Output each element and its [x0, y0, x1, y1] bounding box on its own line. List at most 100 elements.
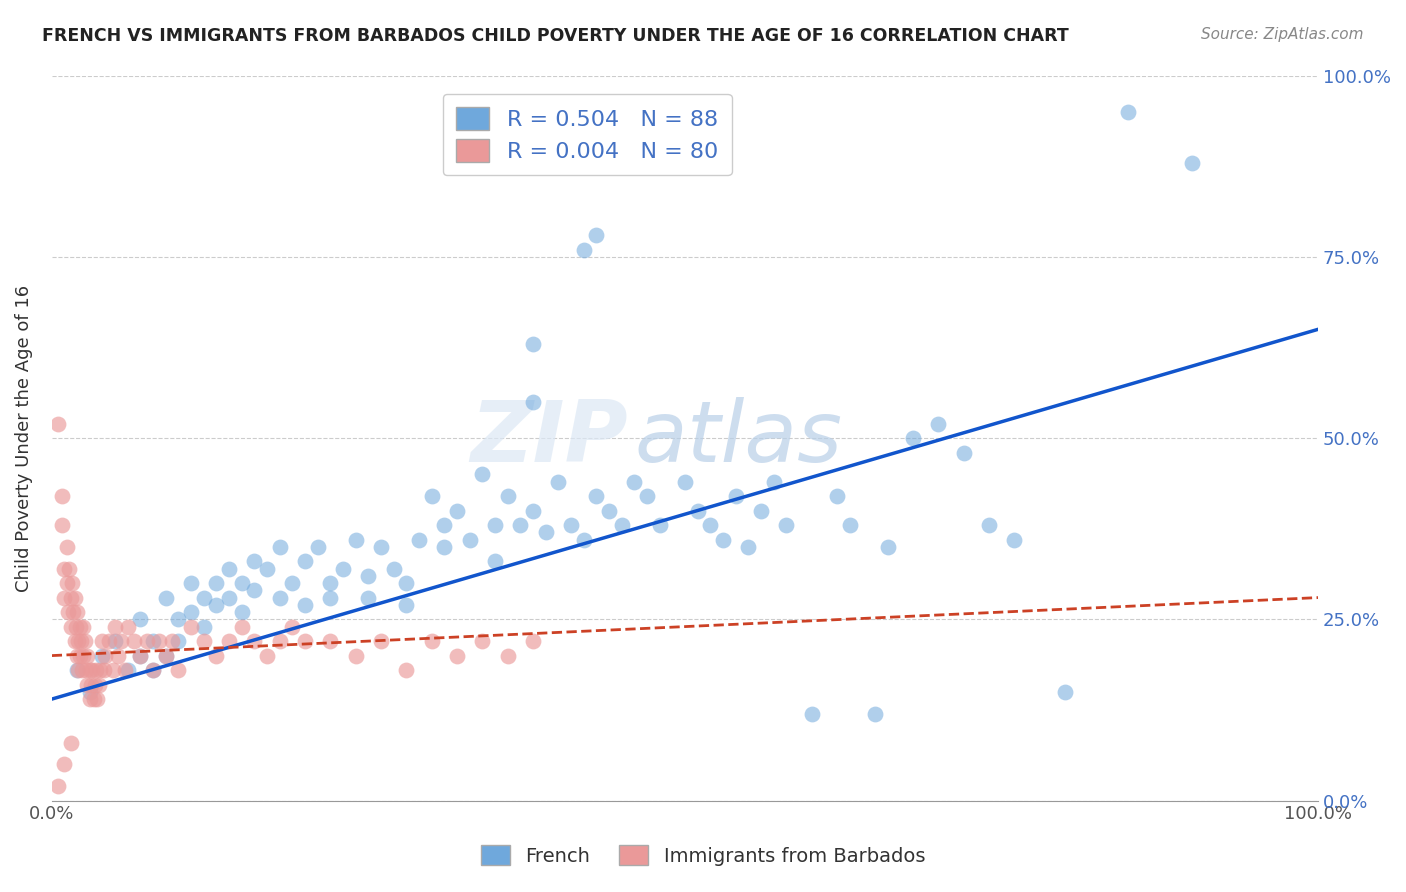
Point: [420, 634, 443, 648]
Point: [63, 591, 86, 605]
Point: [522, 503, 544, 517]
Point: [129, 648, 152, 663]
Point: [72, 648, 94, 663]
Point: [572, 243, 595, 257]
Point: [79, 685, 101, 699]
Point: [357, 591, 380, 605]
Point: [433, 518, 456, 533]
Point: [408, 533, 430, 547]
Point: [522, 634, 544, 648]
Point: [155, 591, 177, 605]
Point: [231, 619, 253, 633]
Point: [269, 540, 291, 554]
Point: [344, 648, 367, 663]
Point: [699, 518, 721, 533]
Point: [307, 540, 329, 554]
Point: [281, 576, 304, 591]
Point: [97, 634, 120, 648]
Point: [56, 540, 79, 554]
Point: [70, 663, 93, 677]
Point: [122, 634, 145, 648]
Point: [107, 648, 129, 663]
Point: [155, 648, 177, 663]
Point: [62, 605, 84, 619]
Point: [610, 518, 633, 533]
Point: [193, 619, 215, 633]
Point: [155, 648, 177, 663]
Point: [319, 634, 342, 648]
Point: [623, 475, 645, 489]
Point: [160, 634, 183, 648]
Point: [67, 634, 90, 648]
Point: [446, 503, 468, 517]
Point: [471, 467, 494, 482]
Point: [496, 489, 519, 503]
Point: [73, 634, 96, 648]
Point: [66, 663, 89, 677]
Point: [256, 561, 278, 575]
Point: [58, 605, 80, 619]
Point: [51, 518, 73, 533]
Point: [180, 605, 202, 619]
Point: [142, 663, 165, 677]
Point: [117, 663, 139, 677]
Point: [332, 561, 354, 575]
Point: [269, 634, 291, 648]
Point: [87, 677, 110, 691]
Point: [94, 648, 117, 663]
Point: [686, 503, 709, 517]
Y-axis label: Child Poverty Under the Age of 16: Child Poverty Under the Age of 16: [15, 285, 32, 591]
Point: [762, 475, 785, 489]
Point: [231, 576, 253, 591]
Point: [59, 591, 82, 605]
Point: [724, 489, 747, 503]
Point: [382, 561, 405, 575]
Point: [104, 634, 127, 648]
Point: [344, 533, 367, 547]
Point: [522, 336, 544, 351]
Point: [53, 591, 76, 605]
Point: [148, 634, 170, 648]
Point: [648, 518, 671, 533]
Point: [79, 663, 101, 677]
Point: [46, 417, 69, 431]
Point: [1053, 685, 1076, 699]
Point: [876, 540, 898, 554]
Point: [104, 619, 127, 633]
Point: [800, 706, 823, 721]
Point: [91, 634, 114, 648]
Point: [46, 779, 69, 793]
Point: [927, 417, 949, 431]
Point: [585, 227, 607, 242]
Point: [484, 554, 506, 568]
Point: [496, 648, 519, 663]
Point: [69, 619, 91, 633]
Point: [395, 663, 418, 677]
Legend: French, Immigrants from Barbados: French, Immigrants from Barbados: [472, 838, 934, 873]
Point: [59, 619, 82, 633]
Point: [673, 475, 696, 489]
Point: [101, 663, 124, 677]
Point: [80, 677, 103, 691]
Point: [863, 706, 886, 721]
Point: [1116, 104, 1139, 119]
Point: [60, 576, 83, 591]
Point: [281, 619, 304, 633]
Point: [901, 431, 924, 445]
Point: [357, 569, 380, 583]
Point: [1180, 155, 1202, 169]
Text: ZIP: ZIP: [471, 397, 628, 480]
Point: [484, 518, 506, 533]
Point: [256, 648, 278, 663]
Point: [395, 598, 418, 612]
Point: [58, 561, 80, 575]
Point: [53, 561, 76, 575]
Point: [83, 677, 105, 691]
Point: [89, 663, 111, 677]
Point: [142, 663, 165, 677]
Point: [572, 533, 595, 547]
Point: [76, 648, 98, 663]
Point: [65, 619, 87, 633]
Point: [70, 634, 93, 648]
Point: [205, 576, 228, 591]
